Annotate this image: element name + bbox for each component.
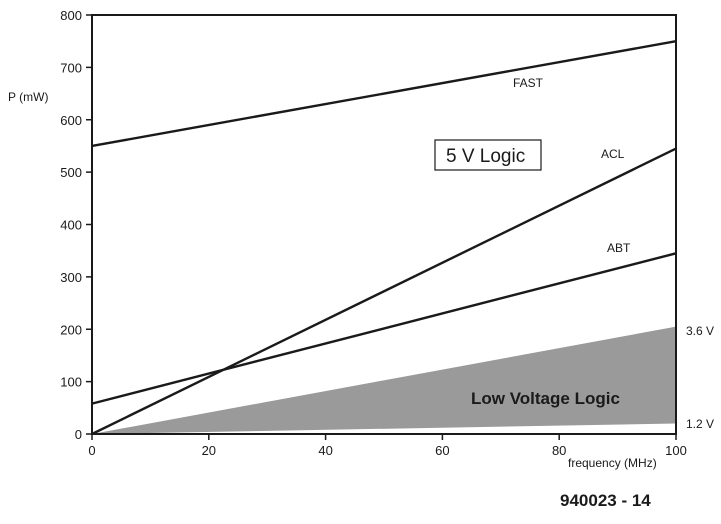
figure-number: 940023 - 14: [560, 491, 651, 510]
x-axis-label: frequency (MHz): [568, 456, 657, 470]
upper-voltage-label: 3.6 V: [686, 324, 714, 338]
x-tick-label: 100: [665, 443, 687, 458]
y-axis-label: P (mW): [8, 90, 48, 104]
series-labels: FAST ACL ABT: [513, 76, 631, 255]
x-axis-ticks: 0 20 40 60 80 100: [88, 434, 687, 458]
x-tick-label: 40: [318, 443, 332, 458]
y-tick-label: 500: [60, 165, 82, 180]
series-label-fast: FAST: [513, 76, 544, 90]
low-voltage-region: [92, 326, 676, 434]
series-line-fast: [91, 40, 677, 148]
low-voltage-logic-label: Low Voltage Logic: [471, 389, 620, 408]
5v-logic-box: [434, 139, 542, 171]
5v-logic-label: 5 V Logic: [446, 146, 525, 167]
x-tick-label: 80: [552, 443, 566, 458]
series-line-acl: [91, 147, 677, 436]
low-voltage-region-layer: [92, 326, 676, 434]
series-line-abt: [91, 252, 677, 405]
y-tick-label: 700: [60, 60, 82, 75]
y-axis-ticks: 0 100 200 300 400 500 600 700 800: [60, 8, 92, 442]
x-tick-label: 0: [88, 443, 95, 458]
series-label-acl: ACL: [601, 147, 625, 161]
y-tick-label: 300: [60, 270, 82, 285]
y-tick-label: 0: [75, 427, 82, 442]
y-tick-label: 800: [60, 8, 82, 23]
x-tick-label: 20: [202, 443, 216, 458]
y-tick-label: 100: [60, 375, 82, 390]
lower-voltage-label: 1.2 V: [686, 417, 714, 431]
y-tick-label: 600: [60, 113, 82, 128]
series-layer: [91, 40, 677, 436]
series-label-abt: ABT: [607, 241, 631, 255]
y-tick-label: 200: [60, 322, 82, 337]
x-tick-label: 60: [435, 443, 449, 458]
y-tick-label: 400: [60, 218, 82, 233]
